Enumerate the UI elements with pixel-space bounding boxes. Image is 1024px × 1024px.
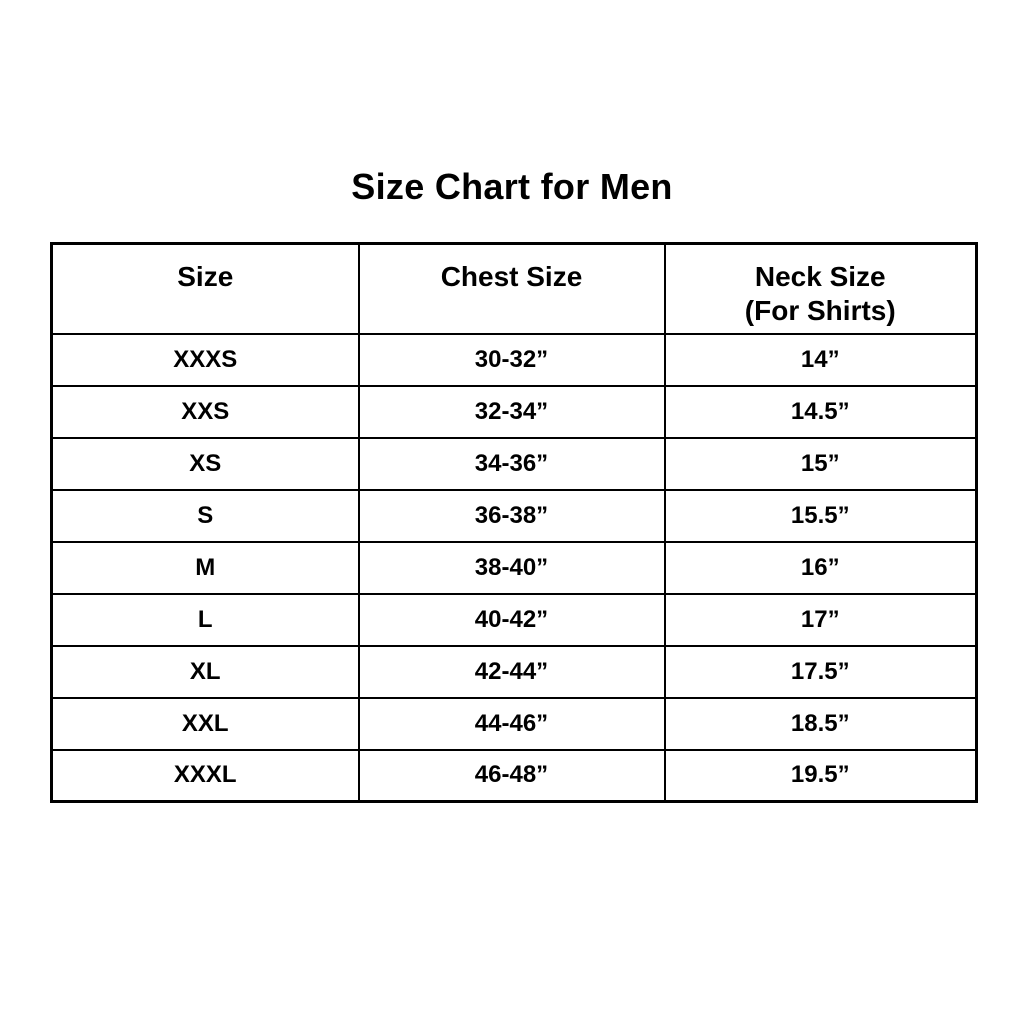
cell-neck: 15.5” [663, 488, 978, 543]
table-row: XXS 32-34” 14.5” [50, 384, 978, 439]
table-row: S 36-38” 15.5” [50, 488, 978, 543]
cell-neck: 14” [663, 332, 978, 387]
header-sublabel-neck: (For Shirts) [744, 294, 896, 326]
cell-chest: 32-34” [357, 384, 666, 439]
table-row: XXXL 46-48” 19.5” [50, 748, 978, 803]
cell-chest: 46-48” [357, 748, 666, 803]
cell-size: XL [50, 644, 360, 699]
header-cell-size: Size [50, 242, 360, 335]
header-cell-chest: Chest Size [357, 242, 666, 335]
cell-size: XXXL [50, 748, 360, 803]
size-chart-table: Size Chest Size Neck Size (For Shirts) X… [50, 242, 978, 803]
cell-neck: 19.5” [663, 748, 978, 803]
cell-chest: 44-46” [357, 696, 666, 751]
cell-size: M [50, 540, 360, 595]
header-label-neck: Neck Size [754, 261, 886, 292]
header-row: Size Chest Size Neck Size (For Shirts) [50, 242, 978, 335]
table-body: XXXS 30-32” 14” XXS 32-34” 14.5” XS 34-3… [50, 332, 978, 803]
cell-neck: 17.5” [663, 644, 978, 699]
cell-neck: 14.5” [663, 384, 978, 439]
cell-chest: 30-32” [357, 332, 666, 387]
table-row: XS 34-36” 15” [50, 436, 978, 491]
cell-size: XXXS [50, 332, 360, 387]
header-label-chest: Chest Size [440, 261, 583, 292]
table-header: Size Chest Size Neck Size (For Shirts) [50, 242, 978, 335]
cell-size: XS [50, 436, 360, 491]
table-row: XXXS 30-32” 14” [50, 332, 978, 387]
cell-chest: 36-38” [357, 488, 666, 543]
page-title: Size Chart for Men [351, 166, 673, 207]
header-cell-neck: Neck Size (For Shirts) [663, 242, 978, 335]
cell-chest: 40-42” [357, 592, 666, 647]
header-label-size: Size [177, 261, 234, 292]
cell-size: S [50, 488, 360, 543]
cell-neck: 18.5” [663, 696, 978, 751]
cell-chest: 38-40” [357, 540, 666, 595]
cell-chest: 42-44” [357, 644, 666, 699]
table-row: XXL 44-46” 18.5” [50, 696, 978, 751]
cell-size: L [50, 592, 360, 647]
cell-chest: 34-36” [357, 436, 666, 491]
cell-neck: 17” [663, 592, 978, 647]
cell-neck: 15” [663, 436, 978, 491]
table-row: M 38-40” 16” [50, 540, 978, 595]
cell-neck: 16” [663, 540, 978, 595]
table-row: L 40-42” 17” [50, 592, 978, 647]
cell-size: XXL [50, 696, 360, 751]
cell-size: XXS [50, 384, 360, 439]
table-row: XL 42-44” 17.5” [50, 644, 978, 699]
